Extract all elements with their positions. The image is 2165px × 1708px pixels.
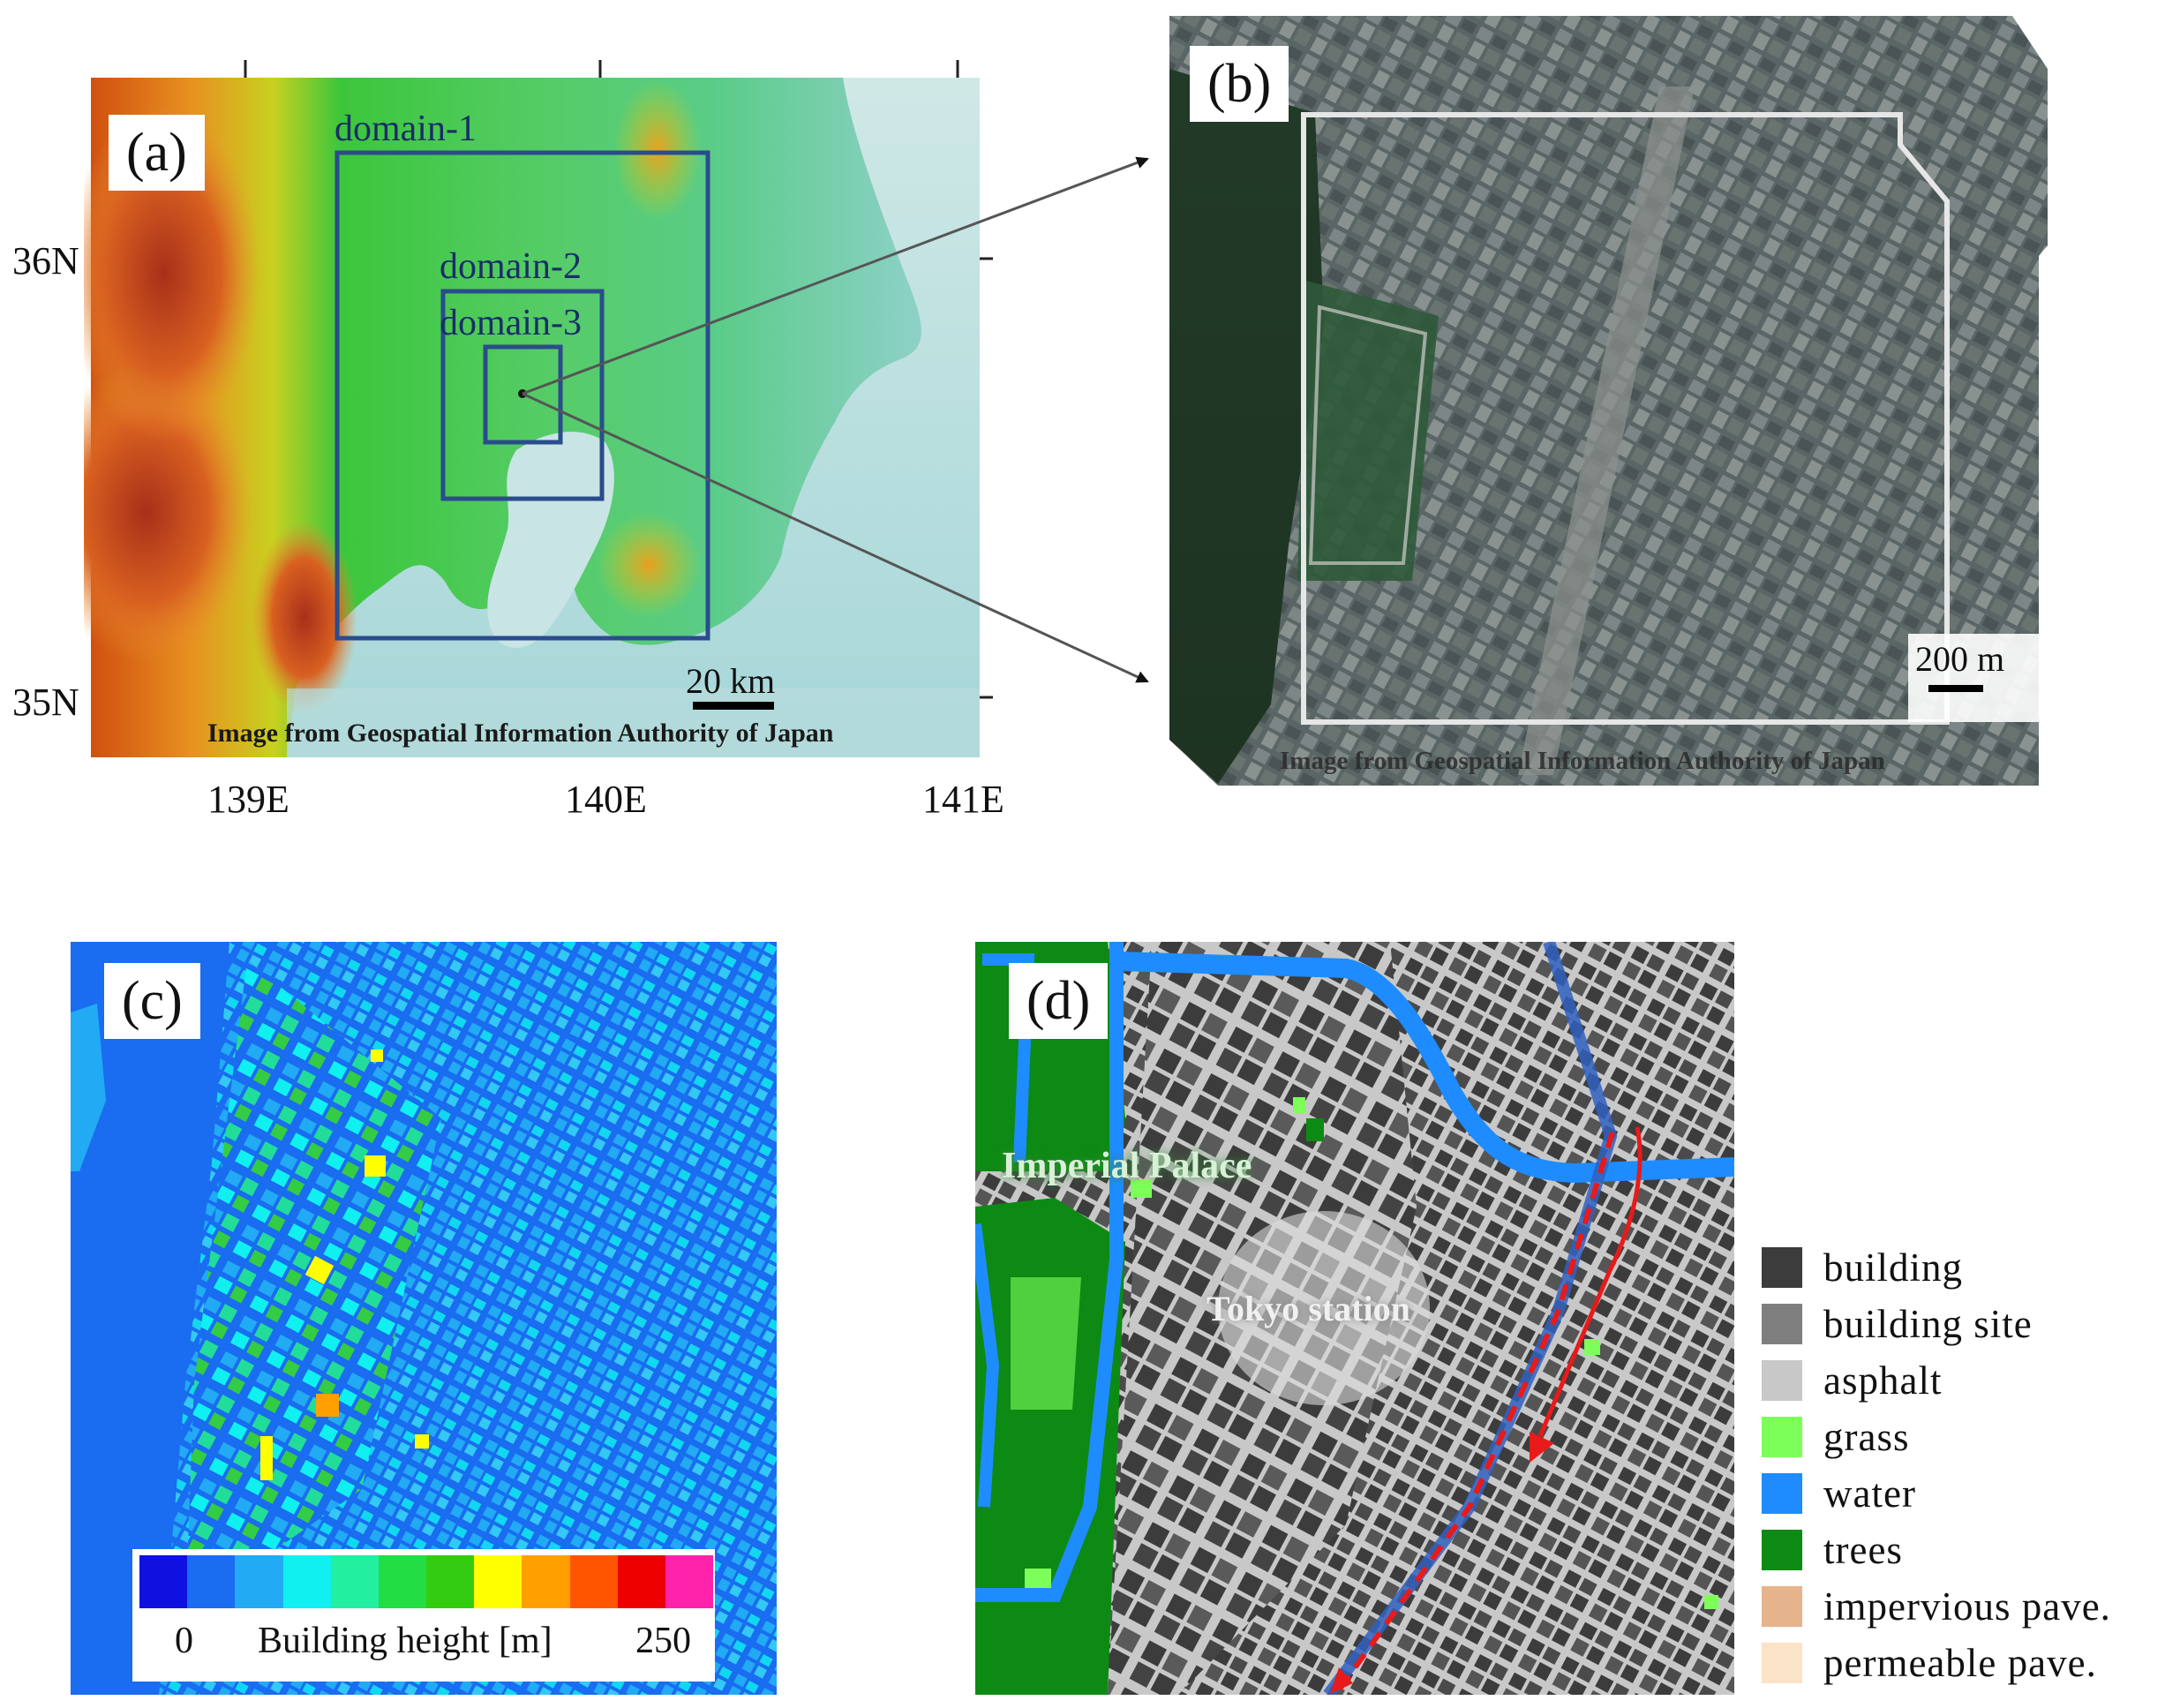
- legend-label: impervious pave.: [1823, 1584, 2111, 1629]
- legend-item: asphalt: [1762, 1356, 1942, 1405]
- panel-d: (d) Imperial Palace Tokyo station: [975, 942, 1734, 1695]
- legend-label: permeable pave.: [1823, 1641, 2097, 1685]
- legend-item: building: [1762, 1243, 1963, 1292]
- legend-label: water: [1823, 1471, 1916, 1516]
- colorbar-segment: [139, 1555, 188, 1608]
- colorbar-segment: [235, 1555, 283, 1608]
- lon-tick-140e: 140E: [565, 778, 647, 821]
- colorbar-segment: [426, 1555, 475, 1608]
- panel-b: (b) 200 m Image from Geospatial Informat…: [1165, 16, 2048, 793]
- colorbar-segment: [569, 1555, 618, 1608]
- panel-b-label: (b): [1190, 46, 1289, 122]
- colorbar-max-label: 250: [635, 1621, 691, 1661]
- panel-c-label: (c): [104, 963, 200, 1039]
- legend-swatch: [1762, 1360, 1802, 1401]
- legend-swatch: [1762, 1643, 1802, 1683]
- scale-bar-label-a: 20 km: [686, 661, 776, 701]
- legend-swatch: [1762, 1473, 1802, 1514]
- legend-swatch: [1762, 1586, 1802, 1627]
- colorbar-title: Building height [m]: [258, 1621, 553, 1661]
- colorbar-segment: [474, 1555, 522, 1608]
- lon-tick-139e: 139E: [207, 778, 289, 821]
- legend-label: grass: [1823, 1415, 1910, 1459]
- panel-d-label: (d): [1009, 963, 1109, 1039]
- aerial-photo: [1169, 16, 2048, 786]
- lat-tick-36n: 36N: [12, 239, 79, 282]
- colorbar-segment: [665, 1555, 714, 1608]
- scale-bar-label-b: 200 m: [1915, 639, 2005, 679]
- panel-c: (c) 0 Building height [m] 250: [71, 942, 777, 1695]
- panel-a: (a) domain-1 domain-2 domain-3 20 km Ima…: [84, 53, 993, 821]
- panel-a-label: (a): [109, 115, 205, 191]
- imperial-palace-label: Imperial Palace: [1002, 1146, 1252, 1186]
- colorbar-segment: [617, 1555, 665, 1608]
- legend-label: building: [1823, 1245, 1964, 1290]
- legend-label: trees: [1823, 1528, 1903, 1572]
- colorbar-segment: [522, 1555, 570, 1608]
- domain-1-label: domain-1: [335, 109, 477, 149]
- colorbar-min-label: 0: [175, 1621, 193, 1661]
- legend-item: grass: [1762, 1412, 1909, 1462]
- domain-2-label: domain-2: [440, 246, 582, 287]
- land-use-map: [975, 942, 1734, 1695]
- terrain-map: [84, 60, 993, 757]
- legend-item: building site: [1762, 1299, 2033, 1349]
- legend-item: trees: [1762, 1525, 1903, 1575]
- credit-text-a: Image from Geospatial Information Author…: [207, 719, 834, 748]
- legend-swatch: [1762, 1417, 1802, 1457]
- legend-item: impervious pave.: [1762, 1582, 2111, 1631]
- colorbar-segment: [282, 1555, 331, 1608]
- legend-swatch: [1762, 1247, 1802, 1288]
- legend-label: asphalt: [1823, 1358, 1943, 1403]
- lon-tick-141e: 141E: [922, 778, 1004, 821]
- legend-item: permeable pave.: [1762, 1638, 2097, 1688]
- colorbar: [139, 1555, 714, 1608]
- legend-item: water: [1762, 1469, 1916, 1518]
- domain-3-label: domain-3: [440, 303, 582, 343]
- tokyo-station-label: Tokyo station: [1207, 1289, 1410, 1328]
- legend-label: building site: [1823, 1302, 2033, 1346]
- colorbar-segment: [187, 1555, 236, 1608]
- lat-tick-35n: 35N: [12, 681, 79, 724]
- legend-swatch: [1762, 1304, 1802, 1344]
- credit-text-b: Image from Geospatial Information Author…: [1280, 747, 1885, 775]
- legend-swatch: [1762, 1530, 1802, 1570]
- colorbar-segment: [330, 1555, 379, 1608]
- colorbar-segment: [378, 1555, 427, 1608]
